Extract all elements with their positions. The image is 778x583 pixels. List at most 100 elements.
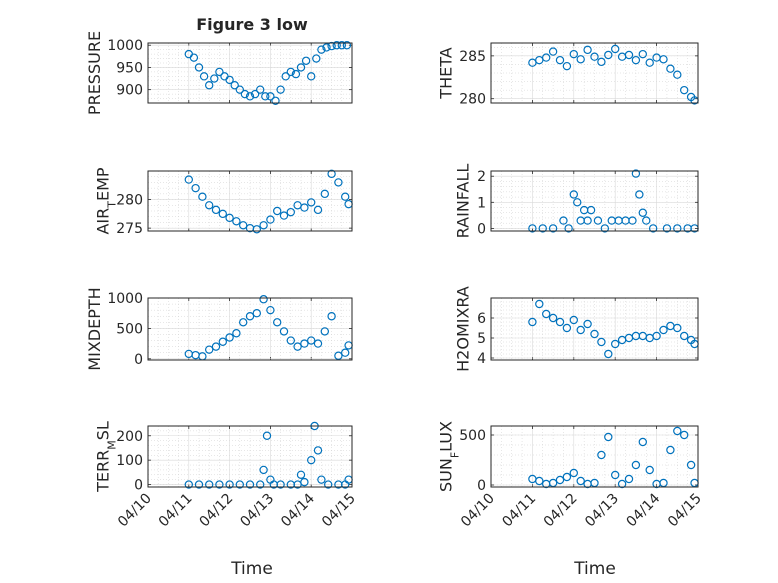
y-tick-label: 1 [477,195,486,211]
data-point [569,190,579,199]
data-point [307,455,316,465]
data-point [631,169,641,178]
data-point [215,67,224,77]
data-point [673,323,682,333]
data-point [564,224,573,233]
data-point [604,432,613,442]
data-point [666,445,675,455]
data-point [194,480,204,489]
data-point [198,192,207,201]
y-axis-label-3: RAINFALL [454,164,473,239]
data-point [232,217,241,226]
y-tick-label: 950 [116,60,143,76]
data-point [583,216,592,225]
data-point [191,183,200,193]
data-point [604,50,613,60]
data-point [659,325,668,335]
data-point [261,92,270,101]
data-point [334,178,343,187]
data-point [548,47,558,56]
figure-title: Figure 3 low [196,15,308,34]
data-point [301,56,311,65]
data-point [252,225,261,234]
data-point [317,475,326,484]
data-point [624,50,634,60]
data-point [317,45,326,54]
data-point [273,318,282,327]
data-point [555,55,565,65]
data-point [569,49,579,59]
data-point [576,476,585,486]
data-point [341,192,350,201]
data-point [631,55,641,65]
data-point [559,216,568,225]
data-point [327,312,336,321]
data-point [204,480,214,489]
data-point [225,480,234,489]
data-point [300,203,309,212]
data-point [642,216,651,225]
data-point [604,349,613,359]
data-point [235,85,244,94]
data-point [597,57,606,67]
data-point [611,339,620,349]
data-point [225,75,234,85]
data-point [281,72,290,81]
data-point [686,460,696,470]
data-point [680,85,689,95]
data-point [327,169,336,179]
data-point [276,85,285,94]
plot-frame [490,425,699,488]
data-point [273,206,282,216]
data-point [617,479,627,489]
data-point [230,81,239,90]
data-point [218,209,227,219]
y-tick-label: 200 [116,429,143,445]
y-tick-label: 280 [116,193,143,209]
plot-frame [147,170,353,232]
y-tick-label: 500 [459,428,486,444]
y-axis-label-4: MIXDEPTH [85,287,104,370]
y-tick-label: 900 [116,83,143,99]
plot-frame [147,425,353,488]
data-point [204,201,214,210]
data-point [296,63,306,72]
data-point [307,336,316,345]
data-point [279,327,289,336]
y-tick-label: 285 [459,49,486,65]
data-point [538,224,547,233]
data-point [600,224,610,233]
y-axis-label-1: THETA [437,47,456,99]
data-point [240,89,250,99]
data-point [256,480,265,489]
data-point [232,329,241,338]
data-point [225,213,234,223]
data-point [528,317,537,327]
plot-frame [147,297,353,361]
data-point [238,221,248,230]
data-point [250,89,260,99]
data-point [548,224,558,233]
data-point [218,337,227,346]
data-point [300,477,309,487]
data-point [322,43,331,52]
data-point [204,81,214,90]
data-point [215,480,224,489]
data-point [624,474,634,484]
data-point [291,69,301,79]
data-point [245,480,255,489]
data-point [341,348,350,357]
data-point [645,465,654,475]
x-axis-label-right: Time [573,559,616,579]
y-tick-label: 0 [477,221,486,237]
data-point [597,337,606,347]
data-point [259,465,268,475]
data-point [680,430,689,440]
data-point [262,431,272,440]
data-point [652,331,661,341]
y-tick-label: 0 [134,478,143,494]
y-tick-label: 0 [477,478,486,494]
